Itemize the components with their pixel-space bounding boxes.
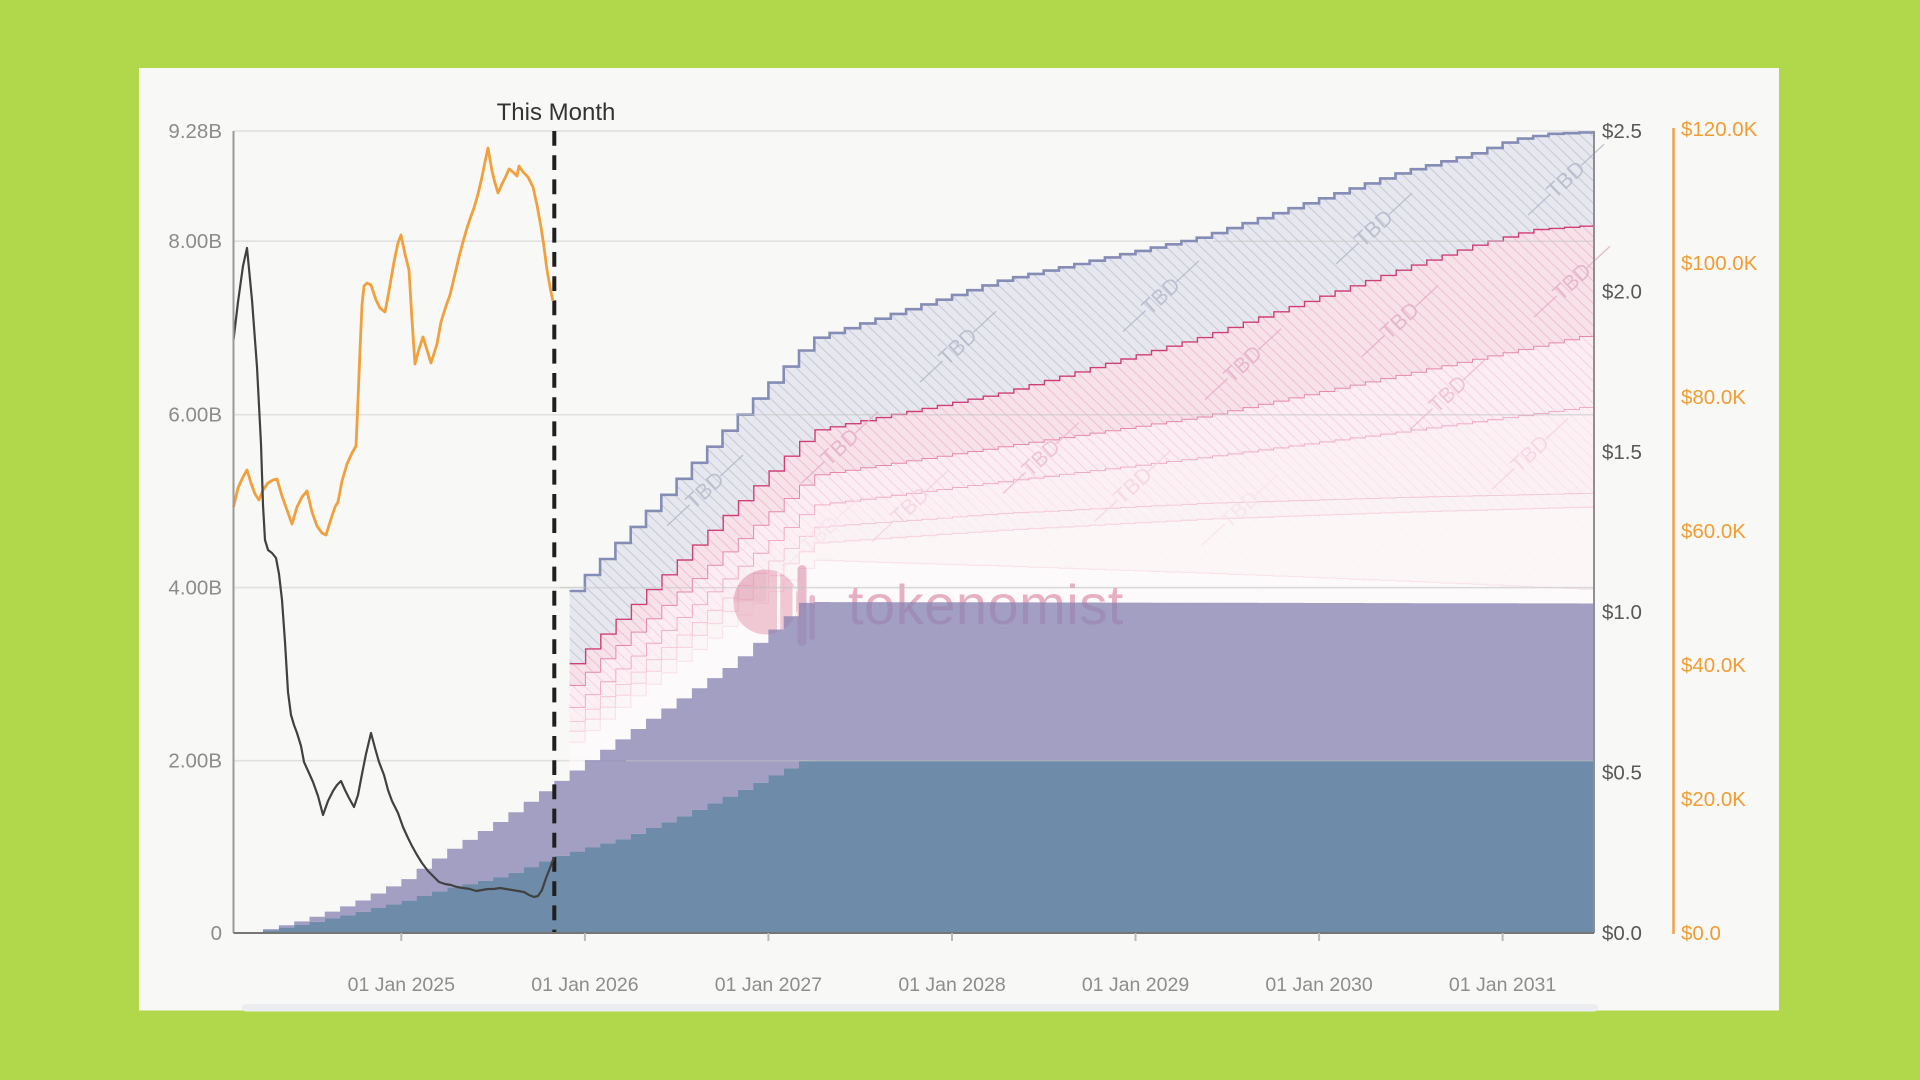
svg-text:$2.0: $2.0: [1602, 280, 1642, 303]
svg-text:$40.0K: $40.0K: [1681, 654, 1746, 677]
svg-text:$0.0: $0.0: [1681, 922, 1721, 945]
svg-text:9.28B: 9.28B: [168, 120, 222, 143]
svg-text:01 Jan 2031: 01 Jan 2031: [1449, 974, 1556, 996]
svg-text:$0.0: $0.0: [1602, 922, 1642, 945]
svg-text:4.00B: 4.00B: [168, 577, 222, 600]
svg-text:2.00B: 2.00B: [168, 750, 222, 773]
svg-text:$100.0K: $100.0K: [1681, 252, 1758, 275]
svg-text:$120.0K: $120.0K: [1681, 118, 1758, 141]
svg-text:$0.5: $0.5: [1602, 762, 1642, 785]
svg-text:8.00B: 8.00B: [168, 230, 222, 253]
svg-text:0: 0: [211, 922, 222, 945]
svg-text:01 Jan 2025: 01 Jan 2025: [348, 974, 456, 996]
svg-text:01 Jan 2026: 01 Jan 2026: [531, 974, 638, 996]
svg-text:$1.0: $1.0: [1602, 601, 1642, 624]
svg-text:01 Jan 2029: 01 Jan 2029: [1082, 974, 1189, 996]
svg-text:6.00B: 6.00B: [168, 404, 222, 427]
svg-text:01 Jan 2028: 01 Jan 2028: [898, 974, 1005, 996]
svg-text:$80.0K: $80.0K: [1681, 386, 1746, 409]
svg-text:This Month: This Month: [497, 99, 616, 126]
svg-text:01 Jan 2027: 01 Jan 2027: [715, 974, 822, 996]
svg-text:$1.5: $1.5: [1602, 441, 1642, 464]
svg-text:$20.0K: $20.0K: [1681, 788, 1746, 811]
svg-text:01 Jan 2030: 01 Jan 2030: [1265, 974, 1373, 996]
svg-text:$2.5: $2.5: [1602, 120, 1642, 143]
svg-text:$60.0K: $60.0K: [1681, 520, 1746, 543]
